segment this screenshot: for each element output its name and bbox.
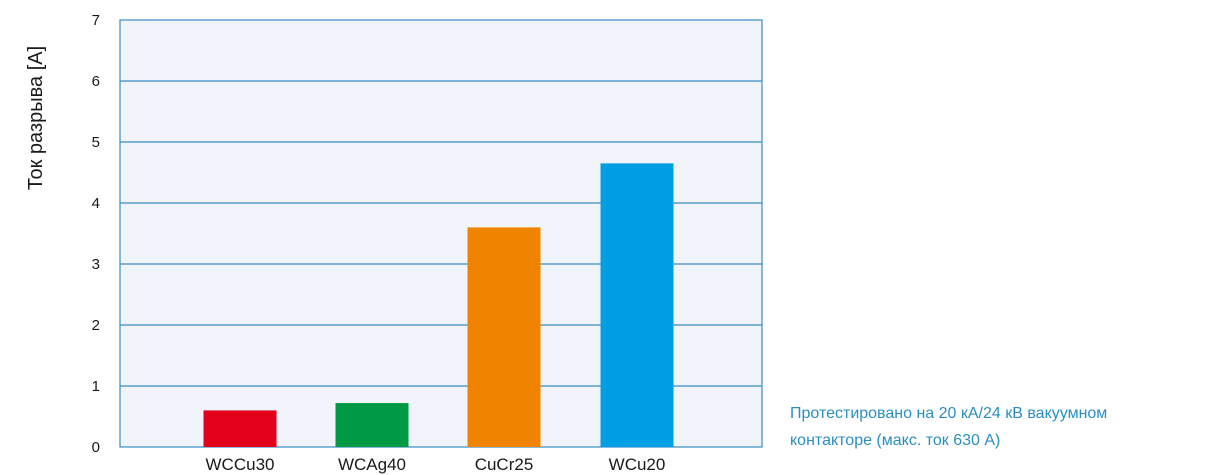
x-tick-label: WCu20 [609,455,666,474]
y-tick-label: 3 [92,256,100,273]
y-axis-label: Ток разрыва [A] [25,46,47,190]
y-tick-label: 7 [92,12,100,29]
note-line-2: контакторе (макс. ток 630 А) [790,432,1001,449]
y-tick-label: 1 [92,378,100,395]
note-line-1: Протестировано на 20 кА/24 кВ вакуумном [790,405,1108,422]
bar-wcag40 [335,403,409,447]
x-tick-label: WCAg40 [338,455,406,474]
y-tick-label: 5 [92,134,100,151]
y-axis-ticks: 0 1 2 3 4 5 6 7 [92,12,100,456]
x-tick-label: WCCu30 [206,455,275,474]
bar-cucr25 [467,227,541,447]
bar-wcu20 [600,163,674,447]
y-tick-label: 2 [92,317,100,334]
y-tick-label: 6 [92,73,100,90]
y-tick-label: 4 [92,195,100,212]
test-conditions-note: Протестировано на 20 кА/24 кВ вакуумном … [790,400,1220,454]
bars [203,163,674,447]
x-axis-labels: WCCu30 WCAg40 CuCr25 WCu20 [206,455,666,474]
x-tick-label: CuCr25 [475,455,534,474]
y-tick-label: 0 [92,439,100,456]
bar-wccu30 [203,410,277,447]
